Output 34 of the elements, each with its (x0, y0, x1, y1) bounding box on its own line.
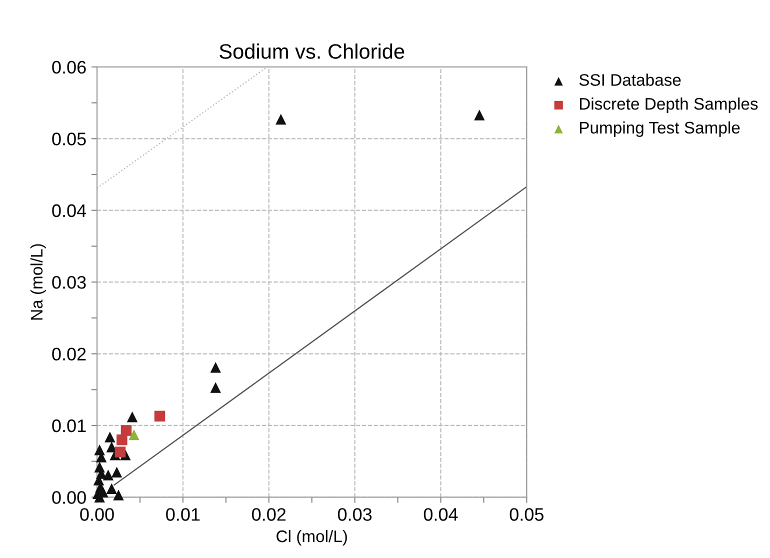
y-tick-label: 0.05 (52, 132, 86, 146)
x-tick-label: 0.01 (166, 508, 200, 521)
y-tick-label: 0.02 (52, 348, 86, 360)
point (104, 432, 116, 442)
point (116, 434, 128, 446)
y-tick-label: 0.04 (52, 204, 86, 218)
x-tick-label: 0.00 (80, 508, 114, 521)
point (210, 382, 221, 393)
point (126, 411, 138, 422)
point (114, 446, 126, 458)
x-tick-label: 0.05 (510, 508, 544, 521)
point (120, 425, 132, 436)
point (210, 362, 221, 373)
legend-label: SSI Database (579, 74, 681, 86)
point (111, 466, 122, 478)
y-tick-label: 0.01 (52, 419, 86, 432)
point (113, 490, 124, 500)
y-tick-label: 0.06 (52, 60, 86, 74)
legend-label: Discrete Depth Samples (580, 97, 758, 114)
chart-title: Sodium vs. Chloride (220, 44, 404, 59)
x-tick-label: 0.04 (424, 508, 458, 521)
point (474, 110, 485, 120)
point (154, 410, 166, 422)
y-axis-title: Na (mol/L) (30, 244, 46, 320)
point (276, 114, 286, 125)
x-axis-title: Cl (mol/L) (276, 530, 347, 546)
y-tick-label: 0.00 (52, 491, 86, 504)
point (128, 429, 140, 440)
legend-label: Pumping Test Sample (580, 121, 740, 137)
point (102, 470, 114, 480)
x-tick-label: 0.02 (252, 508, 286, 521)
x-tick-label: 0.03 (338, 508, 372, 521)
point (106, 483, 118, 494)
y-tick-label: 0.03 (52, 276, 86, 289)
